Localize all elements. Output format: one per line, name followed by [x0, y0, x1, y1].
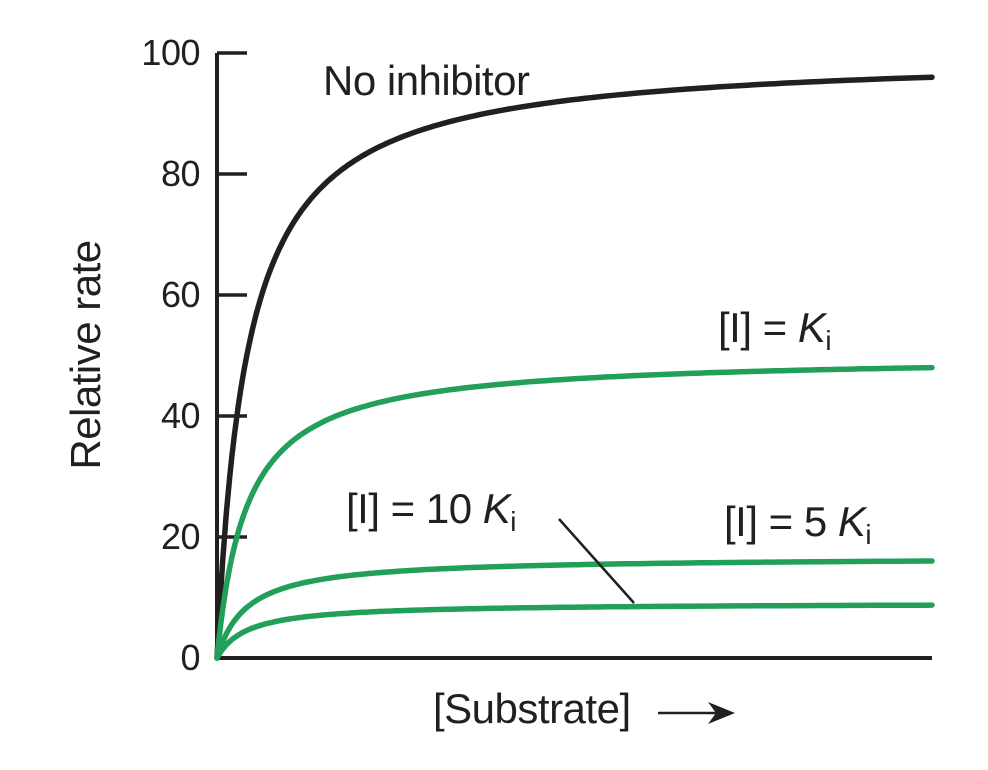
label-five-ki-subscript: i — [865, 518, 872, 550]
label-ki-prefix: [I] = — [718, 304, 798, 351]
label-no-inhibitor: No inhibitor — [323, 57, 530, 104]
tenki-pointer-line — [558, 518, 635, 604]
label-five-ki-prefix: [I] = 5 — [724, 498, 838, 545]
no-inhibitor-curve — [214, 74, 935, 661]
x-axis-arrow-icon — [658, 702, 735, 724]
label-ki-symbol: K — [797, 304, 826, 351]
label-ki: [I] = Ki — [718, 304, 832, 356]
label-ten-ki-symbol: K — [482, 485, 511, 532]
x-axis-label: [Substrate] — [433, 685, 631, 732]
label-ten-ki: [I] = 10 Ki — [346, 485, 516, 537]
label-ki-subscript: i — [825, 324, 832, 356]
label-ten-ki-subscript: i — [510, 505, 516, 537]
label-five-ki-symbol: K — [837, 498, 866, 545]
i-ki-curve — [214, 364, 935, 661]
label-five-ki: [I] = 5 Ki — [724, 498, 872, 550]
i-10-ki-curve — [214, 602, 935, 661]
label-ten-ki-prefix: [I] = 10 — [346, 485, 483, 532]
curves-layer — [214, 51, 935, 661]
y-axis-label: Relative rate — [62, 240, 109, 470]
i-5-ki-curve — [214, 558, 935, 661]
